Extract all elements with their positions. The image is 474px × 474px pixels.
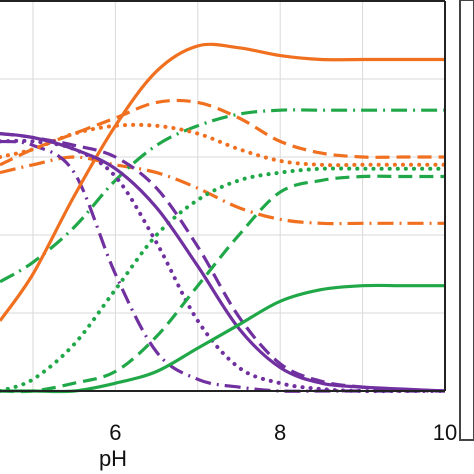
series-line-purple-dashdot bbox=[0, 139, 445, 393]
grid bbox=[0, 1, 445, 391]
series-line-green-dotted bbox=[0, 166, 447, 393]
x-tick-label: 10 bbox=[433, 420, 457, 445]
x-axis-title: pH bbox=[99, 446, 127, 471]
series-line-orange-dashed bbox=[0, 98, 445, 167]
series-line-green-dashdot bbox=[0, 108, 445, 284]
series-line-green-dashed bbox=[0, 174, 445, 394]
series-group bbox=[0, 42, 447, 394]
series-line-purple-dotted bbox=[0, 138, 447, 394]
x-tick-label: 6 bbox=[109, 420, 121, 445]
series-line-orange-dashdot bbox=[0, 155, 445, 226]
series-line-green-solid bbox=[0, 283, 445, 394]
series-line-orange-solid bbox=[0, 42, 445, 322]
series-line-purple-solid bbox=[0, 132, 446, 393]
legend-frame bbox=[459, 0, 474, 441]
x-tick-label: 8 bbox=[274, 420, 286, 445]
x-tick-labels: 6 8 10 bbox=[109, 420, 457, 445]
